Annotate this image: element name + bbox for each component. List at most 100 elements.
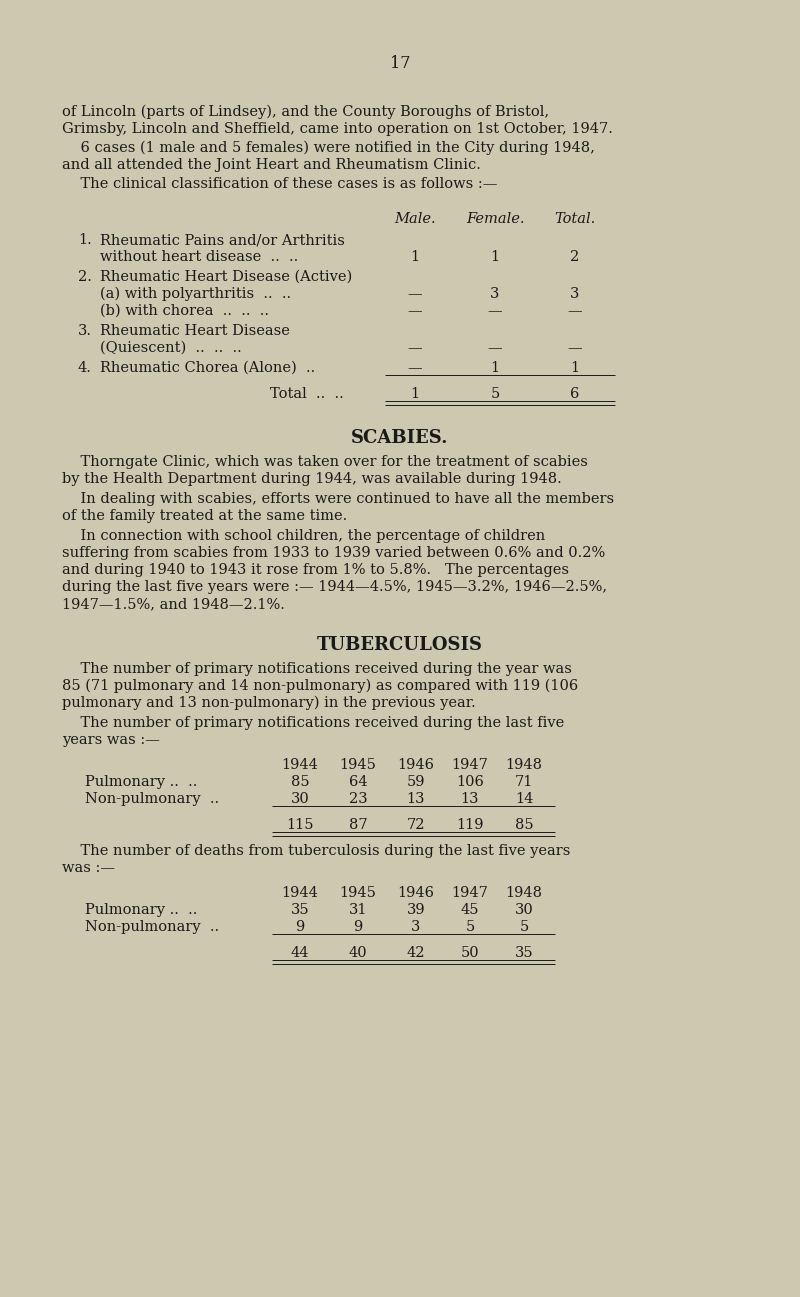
Text: —: — [488, 341, 502, 355]
Text: Total  ..  ..: Total .. .. [270, 387, 344, 401]
Text: 40: 40 [349, 946, 367, 960]
Text: and all attended the Joint Heart and Rheumatism Clinic.: and all attended the Joint Heart and Rhe… [62, 158, 481, 173]
Text: Total.: Total. [554, 211, 596, 226]
Text: —: — [568, 303, 582, 318]
Text: SCABIES.: SCABIES. [351, 429, 449, 447]
Text: 1948: 1948 [506, 886, 542, 900]
Text: —: — [568, 341, 582, 355]
Text: 1945: 1945 [339, 757, 377, 772]
Text: 1: 1 [410, 250, 419, 265]
Text: during the last five years were :— 1944—4.5%, 1945—3.2%, 1946—2.5%,: during the last five years were :— 1944—… [62, 580, 607, 594]
Text: (a) with polyarthritis  ..  ..: (a) with polyarthritis .. .. [100, 287, 291, 301]
Text: 119: 119 [456, 818, 484, 831]
Text: 1947: 1947 [451, 886, 489, 900]
Text: 42: 42 [406, 946, 426, 960]
Text: 1944: 1944 [282, 886, 318, 900]
Text: 1946: 1946 [398, 757, 434, 772]
Text: pulmonary and 13 non-pulmonary) in the previous year.: pulmonary and 13 non-pulmonary) in the p… [62, 696, 476, 711]
Text: Rheumatic Pains and/or Arthritis: Rheumatic Pains and/or Arthritis [100, 233, 345, 246]
Text: Rheumatic Chorea (Alone)  ..: Rheumatic Chorea (Alone) .. [100, 361, 315, 375]
Text: of Lincoln (parts of Lindsey), and the County Boroughs of Bristol,: of Lincoln (parts of Lindsey), and the C… [62, 105, 549, 119]
Text: 13: 13 [461, 792, 479, 805]
Text: 5: 5 [490, 387, 500, 401]
Text: 106: 106 [456, 776, 484, 789]
Text: 5: 5 [466, 920, 474, 934]
Text: by the Health Department during 1944, was available during 1948.: by the Health Department during 1944, wa… [62, 472, 562, 486]
Text: 50: 50 [461, 946, 479, 960]
Text: 85: 85 [514, 818, 534, 831]
Text: 44: 44 [290, 946, 310, 960]
Text: 6: 6 [570, 387, 580, 401]
Text: of the family treated at the same time.: of the family treated at the same time. [62, 508, 347, 523]
Text: 35: 35 [290, 903, 310, 917]
Text: —: — [408, 361, 422, 375]
Text: 4.: 4. [78, 361, 92, 375]
Text: and during 1940 to 1943 it rose from 1% to 5.8%.   The percentages: and during 1940 to 1943 it rose from 1% … [62, 563, 569, 577]
Text: without heart disease  ..  ..: without heart disease .. .. [100, 250, 298, 265]
Text: The clinical classification of these cases is as follows :—: The clinical classification of these cas… [62, 176, 498, 191]
Text: 85 (71 pulmonary and 14 non-pulmonary) as compared with 119 (106: 85 (71 pulmonary and 14 non-pulmonary) a… [62, 680, 578, 694]
Text: 85: 85 [290, 776, 310, 789]
Text: Rheumatic Heart Disease (Active): Rheumatic Heart Disease (Active) [100, 270, 352, 284]
Text: 17: 17 [390, 54, 410, 73]
Text: suffering from scabies from 1933 to 1939 varied between 0.6% and 0.2%: suffering from scabies from 1933 to 1939… [62, 546, 606, 560]
Text: 1: 1 [490, 250, 499, 265]
Text: Thorngate Clinic, which was taken over for the treatment of scabies: Thorngate Clinic, which was taken over f… [62, 455, 588, 470]
Text: Non-pulmonary  ..: Non-pulmonary .. [85, 920, 219, 934]
Text: 23: 23 [349, 792, 367, 805]
Text: Female.: Female. [466, 211, 524, 226]
Text: 9: 9 [295, 920, 305, 934]
Text: 1: 1 [570, 361, 579, 375]
Text: Rheumatic Heart Disease: Rheumatic Heart Disease [100, 324, 290, 339]
Text: 1: 1 [490, 361, 499, 375]
Text: 13: 13 [406, 792, 426, 805]
Text: Grimsby, Lincoln and Sheffield, came into operation on 1st October, 1947.: Grimsby, Lincoln and Sheffield, came int… [62, 122, 613, 136]
Text: —: — [408, 341, 422, 355]
Text: 9: 9 [354, 920, 362, 934]
Text: years was :—: years was :— [62, 733, 160, 747]
Text: —: — [488, 303, 502, 318]
Text: 30: 30 [290, 792, 310, 805]
Text: Pulmonary ..  ..: Pulmonary .. .. [85, 903, 198, 917]
Text: 39: 39 [406, 903, 426, 917]
Text: (Quiescent)  ..  ..  ..: (Quiescent) .. .. .. [100, 341, 242, 355]
Text: —: — [408, 303, 422, 318]
Text: 71: 71 [515, 776, 533, 789]
Text: The number of deaths from tuberculosis during the last five years: The number of deaths from tuberculosis d… [62, 844, 570, 859]
Text: was :—: was :— [62, 861, 115, 875]
Text: The number of primary notifications received during the year was: The number of primary notifications rece… [62, 661, 572, 676]
Text: 1945: 1945 [339, 886, 377, 900]
Text: Non-pulmonary  ..: Non-pulmonary .. [85, 792, 219, 805]
Text: 59: 59 [406, 776, 426, 789]
Text: In dealing with scabies, efforts were continued to have all the members: In dealing with scabies, efforts were co… [62, 492, 614, 506]
Text: 1.: 1. [78, 233, 92, 246]
Text: Male.: Male. [394, 211, 436, 226]
Text: 72: 72 [406, 818, 426, 831]
Text: 64: 64 [349, 776, 367, 789]
Text: TUBERCULOSIS: TUBERCULOSIS [317, 636, 483, 654]
Text: Pulmonary ..  ..: Pulmonary .. .. [85, 776, 198, 789]
Text: 1947: 1947 [451, 757, 489, 772]
Text: 3: 3 [490, 287, 500, 301]
Text: 6 cases (1 male and 5 females) were notified in the City during 1948,: 6 cases (1 male and 5 females) were noti… [62, 141, 595, 156]
Text: 115: 115 [286, 818, 314, 831]
Text: 87: 87 [349, 818, 367, 831]
Text: 31: 31 [349, 903, 367, 917]
Text: 35: 35 [514, 946, 534, 960]
Text: 1946: 1946 [398, 886, 434, 900]
Text: —: — [408, 287, 422, 301]
Text: 1948: 1948 [506, 757, 542, 772]
Text: 30: 30 [514, 903, 534, 917]
Text: 3: 3 [411, 920, 421, 934]
Text: 45: 45 [461, 903, 479, 917]
Text: (b) with chorea  ..  ..  ..: (b) with chorea .. .. .. [100, 303, 269, 318]
Text: 3: 3 [570, 287, 580, 301]
Text: 2.: 2. [78, 270, 92, 284]
Text: 3.: 3. [78, 324, 92, 339]
Text: 1947—1.5%, and 1948—2.1%.: 1947—1.5%, and 1948—2.1%. [62, 597, 285, 611]
Text: 1944: 1944 [282, 757, 318, 772]
Text: 2: 2 [570, 250, 580, 265]
Text: In connection with school children, the percentage of children: In connection with school children, the … [62, 529, 546, 543]
Text: 14: 14 [515, 792, 533, 805]
Text: The number of primary notifications received during the last five: The number of primary notifications rece… [62, 716, 564, 730]
